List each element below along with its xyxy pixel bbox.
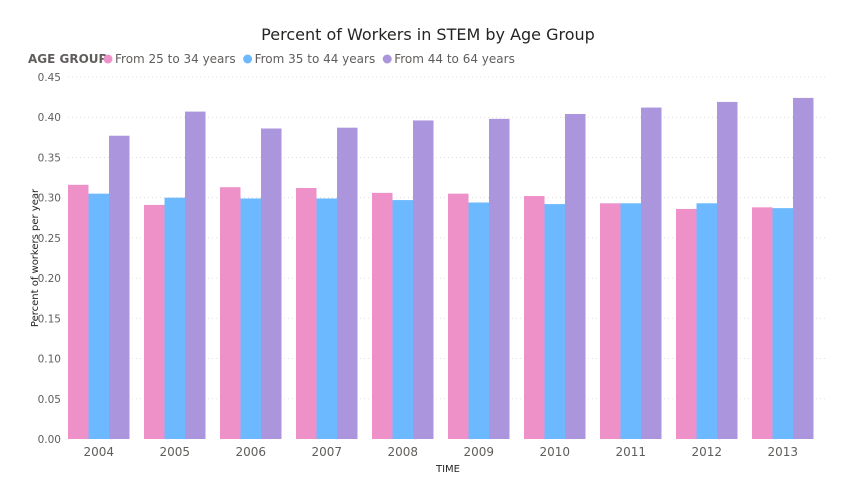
y-tick-label: 0.30 xyxy=(38,193,61,205)
x-tick-label: 2007 xyxy=(311,445,342,459)
bar xyxy=(641,107,662,440)
x-tick-label: 2011 xyxy=(615,445,646,459)
bar xyxy=(489,118,510,439)
bar xyxy=(752,207,773,439)
x-axis-title: TIME xyxy=(435,464,460,475)
x-tick-label: 2012 xyxy=(691,445,722,459)
bar xyxy=(68,184,89,439)
bar xyxy=(468,202,489,439)
bar xyxy=(772,208,793,439)
bar xyxy=(144,204,165,439)
legend: AGE GROUP From 25 to 34 years From 35 to … xyxy=(28,52,515,66)
x-tick-label: 2006 xyxy=(235,445,266,459)
bar xyxy=(316,198,337,439)
y-tick-label: 0.40 xyxy=(38,112,61,124)
bar xyxy=(717,101,738,439)
legend-label: From 25 to 34 years xyxy=(115,52,236,66)
bar xyxy=(296,188,317,439)
x-tick-label: 2005 xyxy=(159,445,190,459)
bar xyxy=(240,198,261,439)
y-tick-label: 0.35 xyxy=(38,152,61,164)
x-tick-label: 2010 xyxy=(539,445,570,459)
x-tick-label: 2004 xyxy=(83,445,114,459)
bar xyxy=(696,203,717,439)
bar xyxy=(164,197,185,439)
legend-label: From 44 to 64 years xyxy=(394,52,515,66)
y-tick-label: 0.20 xyxy=(38,273,61,285)
y-axis-title: Percent of workers per year xyxy=(30,188,41,327)
bar xyxy=(261,128,282,440)
bar xyxy=(600,203,621,439)
y-axis: 0.00 0.05 0.10 0.15 0.20 0.25 0.30 0.35 0.40 0.45 xyxy=(38,72,61,446)
legend-swatch xyxy=(382,54,392,64)
y-tick-label: 0.05 xyxy=(38,394,61,406)
x-axis: 2004 2005 2006 2007 2008 2009 2010 2011 2012 2013 xyxy=(83,445,798,459)
bar xyxy=(524,196,545,439)
legend-label: From 35 to 44 years xyxy=(255,52,376,66)
x-tick-label: 2008 xyxy=(387,445,418,459)
bar xyxy=(372,192,393,439)
legend-title: AGE GROUP xyxy=(28,52,108,66)
bar xyxy=(337,127,358,440)
bar xyxy=(392,200,413,439)
y-tick-label: 0.15 xyxy=(38,313,61,325)
bar xyxy=(88,193,109,439)
bar xyxy=(109,135,130,440)
bar xyxy=(185,111,206,439)
bar xyxy=(793,97,814,439)
chart-title: Percent of Workers in STEM by Age Group xyxy=(261,25,595,44)
x-tick-label: 2009 xyxy=(463,445,494,459)
bar xyxy=(676,208,697,439)
y-tick-label: 0.00 xyxy=(38,434,61,446)
bar xyxy=(544,204,565,439)
bar xyxy=(448,193,469,439)
bars xyxy=(68,97,814,440)
legend-swatch xyxy=(243,54,253,64)
bar xyxy=(620,203,641,439)
y-tick-label: 0.25 xyxy=(38,233,61,245)
legend-swatch xyxy=(103,54,113,64)
y-tick-label: 0.10 xyxy=(38,354,61,366)
bar xyxy=(413,120,434,439)
y-tick-label: 0.45 xyxy=(38,72,61,84)
bar xyxy=(565,114,586,439)
x-tick-label: 2013 xyxy=(767,445,798,459)
bar xyxy=(220,187,241,439)
